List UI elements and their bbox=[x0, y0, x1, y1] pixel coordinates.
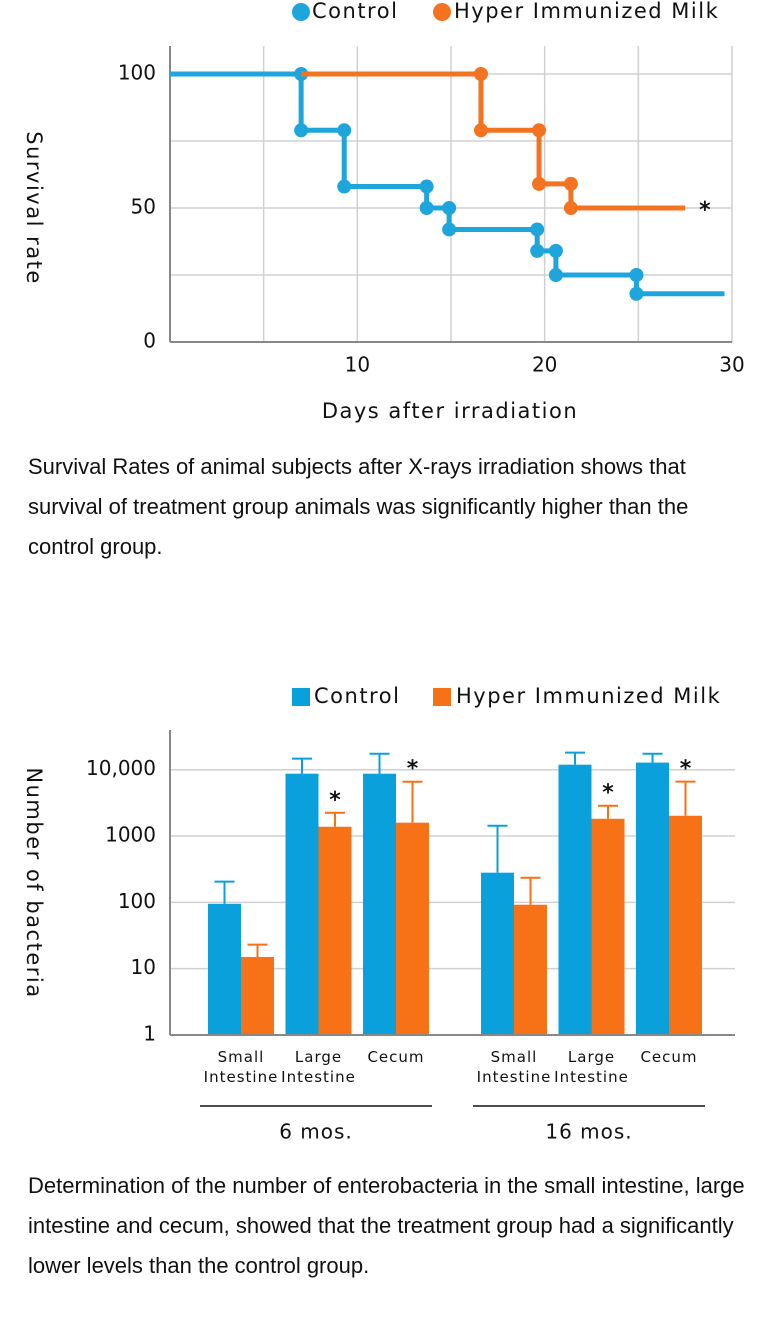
x-tick-label: Cecum bbox=[640, 1048, 698, 1066]
event-dot bbox=[337, 123, 352, 138]
y-tick-label: 100 bbox=[118, 889, 156, 913]
event-dot bbox=[530, 243, 545, 258]
bar bbox=[318, 826, 352, 1035]
event-dot bbox=[473, 123, 488, 138]
event-dot bbox=[442, 222, 457, 237]
group-label: 16 mos. bbox=[545, 1120, 632, 1144]
bar bbox=[481, 872, 514, 1035]
event-dot bbox=[563, 176, 578, 191]
legend-marker bbox=[292, 3, 310, 21]
event-dot bbox=[473, 67, 488, 81]
event-dot bbox=[629, 286, 644, 301]
significance-marker: * bbox=[329, 788, 341, 813]
bar bbox=[514, 904, 547, 1035]
bar bbox=[241, 956, 274, 1035]
event-dot bbox=[442, 201, 457, 215]
survival-line bbox=[170, 71, 725, 297]
x-axis-title: Days after irradiation bbox=[322, 399, 578, 423]
bar bbox=[558, 764, 592, 1035]
x-tick-label: 20 bbox=[532, 353, 557, 377]
significance-marker: * bbox=[407, 757, 419, 782]
significance-marker: * bbox=[602, 781, 614, 806]
event-dot bbox=[548, 243, 563, 258]
bar bbox=[636, 762, 669, 1035]
y-tick-label: 1 bbox=[143, 1022, 156, 1046]
event-dot bbox=[294, 123, 309, 138]
event-dot bbox=[419, 179, 434, 194]
bar bbox=[363, 773, 396, 1035]
x-tick-label: Small Intestine bbox=[203, 1048, 279, 1086]
event-dot bbox=[548, 268, 563, 282]
event-dot bbox=[629, 268, 644, 282]
event-dot bbox=[530, 222, 545, 237]
event-dot bbox=[419, 201, 434, 215]
legend-label: Hyper Immunized Milk bbox=[456, 684, 721, 708]
legend-label: Control bbox=[314, 684, 400, 708]
bar bbox=[396, 822, 429, 1035]
legend-marker bbox=[292, 688, 310, 706]
event-dot bbox=[563, 201, 578, 215]
event-dot bbox=[337, 179, 352, 194]
x-tick-label: Small Intestine bbox=[476, 1048, 552, 1086]
y-axis-title: Number of bacteria bbox=[22, 767, 46, 998]
bar bbox=[208, 903, 241, 1035]
legend-label: Control bbox=[312, 0, 398, 23]
significance-marker: * bbox=[680, 757, 692, 782]
x-tick-label: Cecum bbox=[367, 1048, 425, 1066]
caption: Survival Rates of animal subjects after … bbox=[28, 454, 689, 559]
x-tick-label: Large Intestine bbox=[554, 1048, 629, 1086]
event-dot bbox=[532, 123, 547, 138]
x-tick-label: 10 bbox=[345, 353, 370, 377]
event-dot bbox=[532, 176, 547, 191]
bar bbox=[591, 818, 625, 1035]
bar bbox=[669, 815, 702, 1035]
significance-marker: * bbox=[699, 198, 711, 223]
bar bbox=[285, 773, 319, 1035]
x-tick-label: 30 bbox=[719, 353, 744, 377]
y-tick-label: 0 bbox=[143, 329, 156, 353]
legend-marker bbox=[433, 688, 451, 706]
legend-marker bbox=[433, 3, 451, 21]
y-tick-label: 10 bbox=[131, 955, 156, 979]
y-tick-label: 50 bbox=[131, 195, 156, 219]
group-label: 6 mos. bbox=[279, 1120, 353, 1144]
y-tick-label: 1000 bbox=[105, 823, 156, 847]
caption: Determination of the number of enterobac… bbox=[28, 1173, 745, 1278]
y-tick-label: 10,000 bbox=[86, 756, 156, 780]
x-tick-label: Large Intestine bbox=[281, 1048, 356, 1086]
y-axis-title: Survival rate bbox=[22, 131, 46, 285]
y-tick-label: 100 bbox=[118, 61, 156, 85]
legend-label: Hyper Immunized Milk bbox=[454, 0, 719, 23]
